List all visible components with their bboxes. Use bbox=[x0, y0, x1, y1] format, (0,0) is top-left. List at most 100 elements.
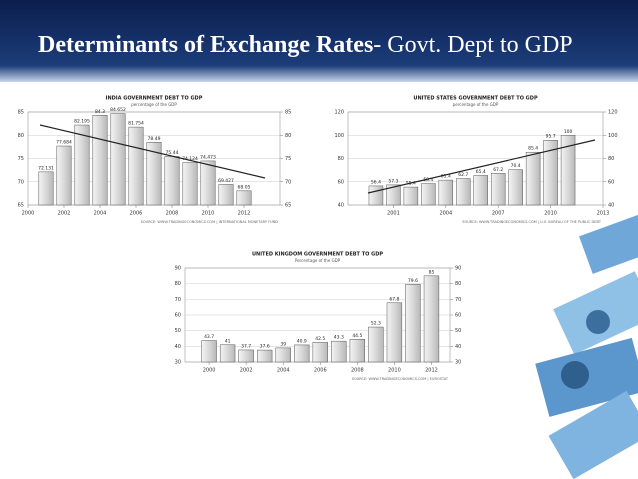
x-tick-label: 2002 bbox=[240, 368, 253, 374]
value-label: 77.684 bbox=[56, 140, 72, 146]
bar bbox=[386, 302, 403, 363]
value-label: 44.5 bbox=[352, 333, 362, 339]
value-label: 85.4 bbox=[528, 146, 538, 152]
bar bbox=[294, 344, 310, 363]
y-tick-label: 70 bbox=[18, 179, 24, 185]
bar bbox=[201, 340, 217, 363]
x-tick-label: 2004 bbox=[94, 211, 107, 217]
chart-source: SOURCE: WWW.TRADINGECONOMICS.COM | INTER… bbox=[141, 220, 279, 224]
y-tick-label: 80 bbox=[175, 281, 181, 287]
y-tick-label: 85 bbox=[18, 110, 24, 116]
chart-title: UNITED STATES GOVERNMENT DEBT TO GDP bbox=[413, 96, 538, 102]
value-label: 55.4 bbox=[406, 181, 416, 187]
y2-tick-label: 60 bbox=[455, 313, 461, 319]
value-label: 37.6 bbox=[260, 344, 270, 350]
y2-tick-label: 75 bbox=[285, 156, 291, 162]
value-label: 79.6 bbox=[408, 278, 418, 284]
y-tick-label: 50 bbox=[175, 328, 181, 334]
x-tick-label: 2001 bbox=[387, 211, 400, 217]
bar bbox=[423, 275, 440, 363]
bar bbox=[128, 126, 144, 206]
chart-subtitle: percentage of the GDP bbox=[453, 102, 499, 107]
y2-tick-label: 30 bbox=[455, 360, 461, 366]
x-tick-label: 2000 bbox=[22, 211, 35, 217]
bar bbox=[386, 184, 401, 206]
bar bbox=[238, 349, 254, 363]
y-tick-label: 65 bbox=[18, 203, 24, 209]
x-tick-label: 2012 bbox=[425, 368, 438, 374]
value-label: 41 bbox=[225, 338, 231, 344]
value-label: 62.7 bbox=[458, 172, 468, 178]
bar bbox=[368, 326, 384, 363]
value-label: 67.8 bbox=[389, 296, 399, 302]
x-tick-label: 2004 bbox=[439, 211, 452, 217]
value-label: 74.124 bbox=[182, 156, 198, 162]
bar bbox=[56, 145, 72, 206]
y2-tick-label: 85 bbox=[285, 110, 291, 116]
chart-title: INDIA GOVERNMENT DEBT TO GDP bbox=[106, 96, 203, 102]
bar bbox=[405, 284, 421, 363]
value-label: 100 bbox=[564, 129, 573, 135]
value-label: 81.754 bbox=[128, 121, 144, 127]
y-tick-label: 80 bbox=[18, 133, 24, 139]
chart-subtitle: percentage of the GDP bbox=[131, 102, 177, 107]
header-band bbox=[0, 0, 638, 82]
y2-tick-label: 80 bbox=[285, 133, 291, 139]
chart-source: SOURCE: WWW.TRADINGECONOMICS.COM | U.S. … bbox=[462, 220, 602, 224]
x-tick-label: 2008 bbox=[166, 211, 179, 217]
value-label: 58.4 bbox=[423, 177, 433, 183]
bar bbox=[403, 186, 419, 206]
chart-title: UNITED KINGDOM GOVERNMENT DEBT TO GDP bbox=[252, 252, 383, 258]
y2-tick-label: 70 bbox=[455, 297, 461, 303]
y2-tick-label: 50 bbox=[455, 328, 461, 334]
bar bbox=[473, 175, 488, 206]
value-label: 78.49 bbox=[148, 136, 161, 142]
banknotes bbox=[535, 212, 638, 479]
y-tick-label: 120 bbox=[334, 110, 344, 116]
bar bbox=[38, 171, 54, 206]
value-label: 65.4 bbox=[476, 169, 486, 175]
bar bbox=[312, 342, 328, 363]
x-tick-label: 2010 bbox=[544, 211, 557, 217]
chart-source: SOURCE: WWW.TRADINGECONOMICS.COM | EUROS… bbox=[352, 377, 449, 381]
bar bbox=[490, 173, 506, 206]
value-label: 61.4 bbox=[441, 174, 451, 180]
bar bbox=[508, 169, 523, 206]
value-label: 75.44 bbox=[166, 150, 179, 156]
bar bbox=[331, 340, 347, 363]
y-tick-label: 40 bbox=[175, 344, 181, 350]
value-label: 37.7 bbox=[241, 343, 251, 349]
bar bbox=[219, 344, 236, 363]
value-label: 67.2 bbox=[493, 167, 503, 173]
value-label: 56.4 bbox=[371, 179, 381, 185]
y2-tick-label: 90 bbox=[455, 266, 461, 272]
x-tick-label: 2010 bbox=[388, 368, 401, 374]
x-tick-label: 2006 bbox=[314, 368, 327, 374]
value-label: 39 bbox=[280, 341, 286, 347]
value-label: 42.5 bbox=[315, 336, 325, 342]
y-tick-label: 75 bbox=[18, 156, 24, 162]
y2-tick-label: 40 bbox=[608, 203, 614, 209]
chart: UNITED KINGDOM GOVERNMENT DEBT TO GDPPer… bbox=[175, 252, 462, 382]
bar bbox=[438, 179, 454, 206]
bar bbox=[110, 113, 126, 206]
value-label: 74.473 bbox=[200, 154, 216, 160]
bar bbox=[218, 184, 234, 206]
y2-tick-label: 100 bbox=[608, 133, 618, 139]
value-label: 82.195 bbox=[74, 119, 90, 125]
y-tick-label: 40 bbox=[338, 203, 344, 209]
bar bbox=[146, 142, 162, 206]
x-tick-label: 2012 bbox=[238, 211, 251, 217]
chart-subtitle: Percentage of the GDP bbox=[295, 258, 341, 263]
value-label: 57.3 bbox=[388, 178, 398, 184]
title-bold: Determinants of Exchange Rates bbox=[38, 32, 373, 58]
y2-tick-label: 80 bbox=[608, 156, 614, 162]
y2-tick-label: 120 bbox=[608, 110, 618, 116]
x-tick-label: 2000 bbox=[203, 368, 216, 374]
value-label: 95.7 bbox=[546, 134, 556, 140]
y-tick-label: 60 bbox=[175, 313, 181, 319]
value-label: 43.7 bbox=[204, 334, 214, 340]
value-label: 85 bbox=[429, 269, 435, 275]
y-tick-label: 30 bbox=[175, 360, 181, 366]
